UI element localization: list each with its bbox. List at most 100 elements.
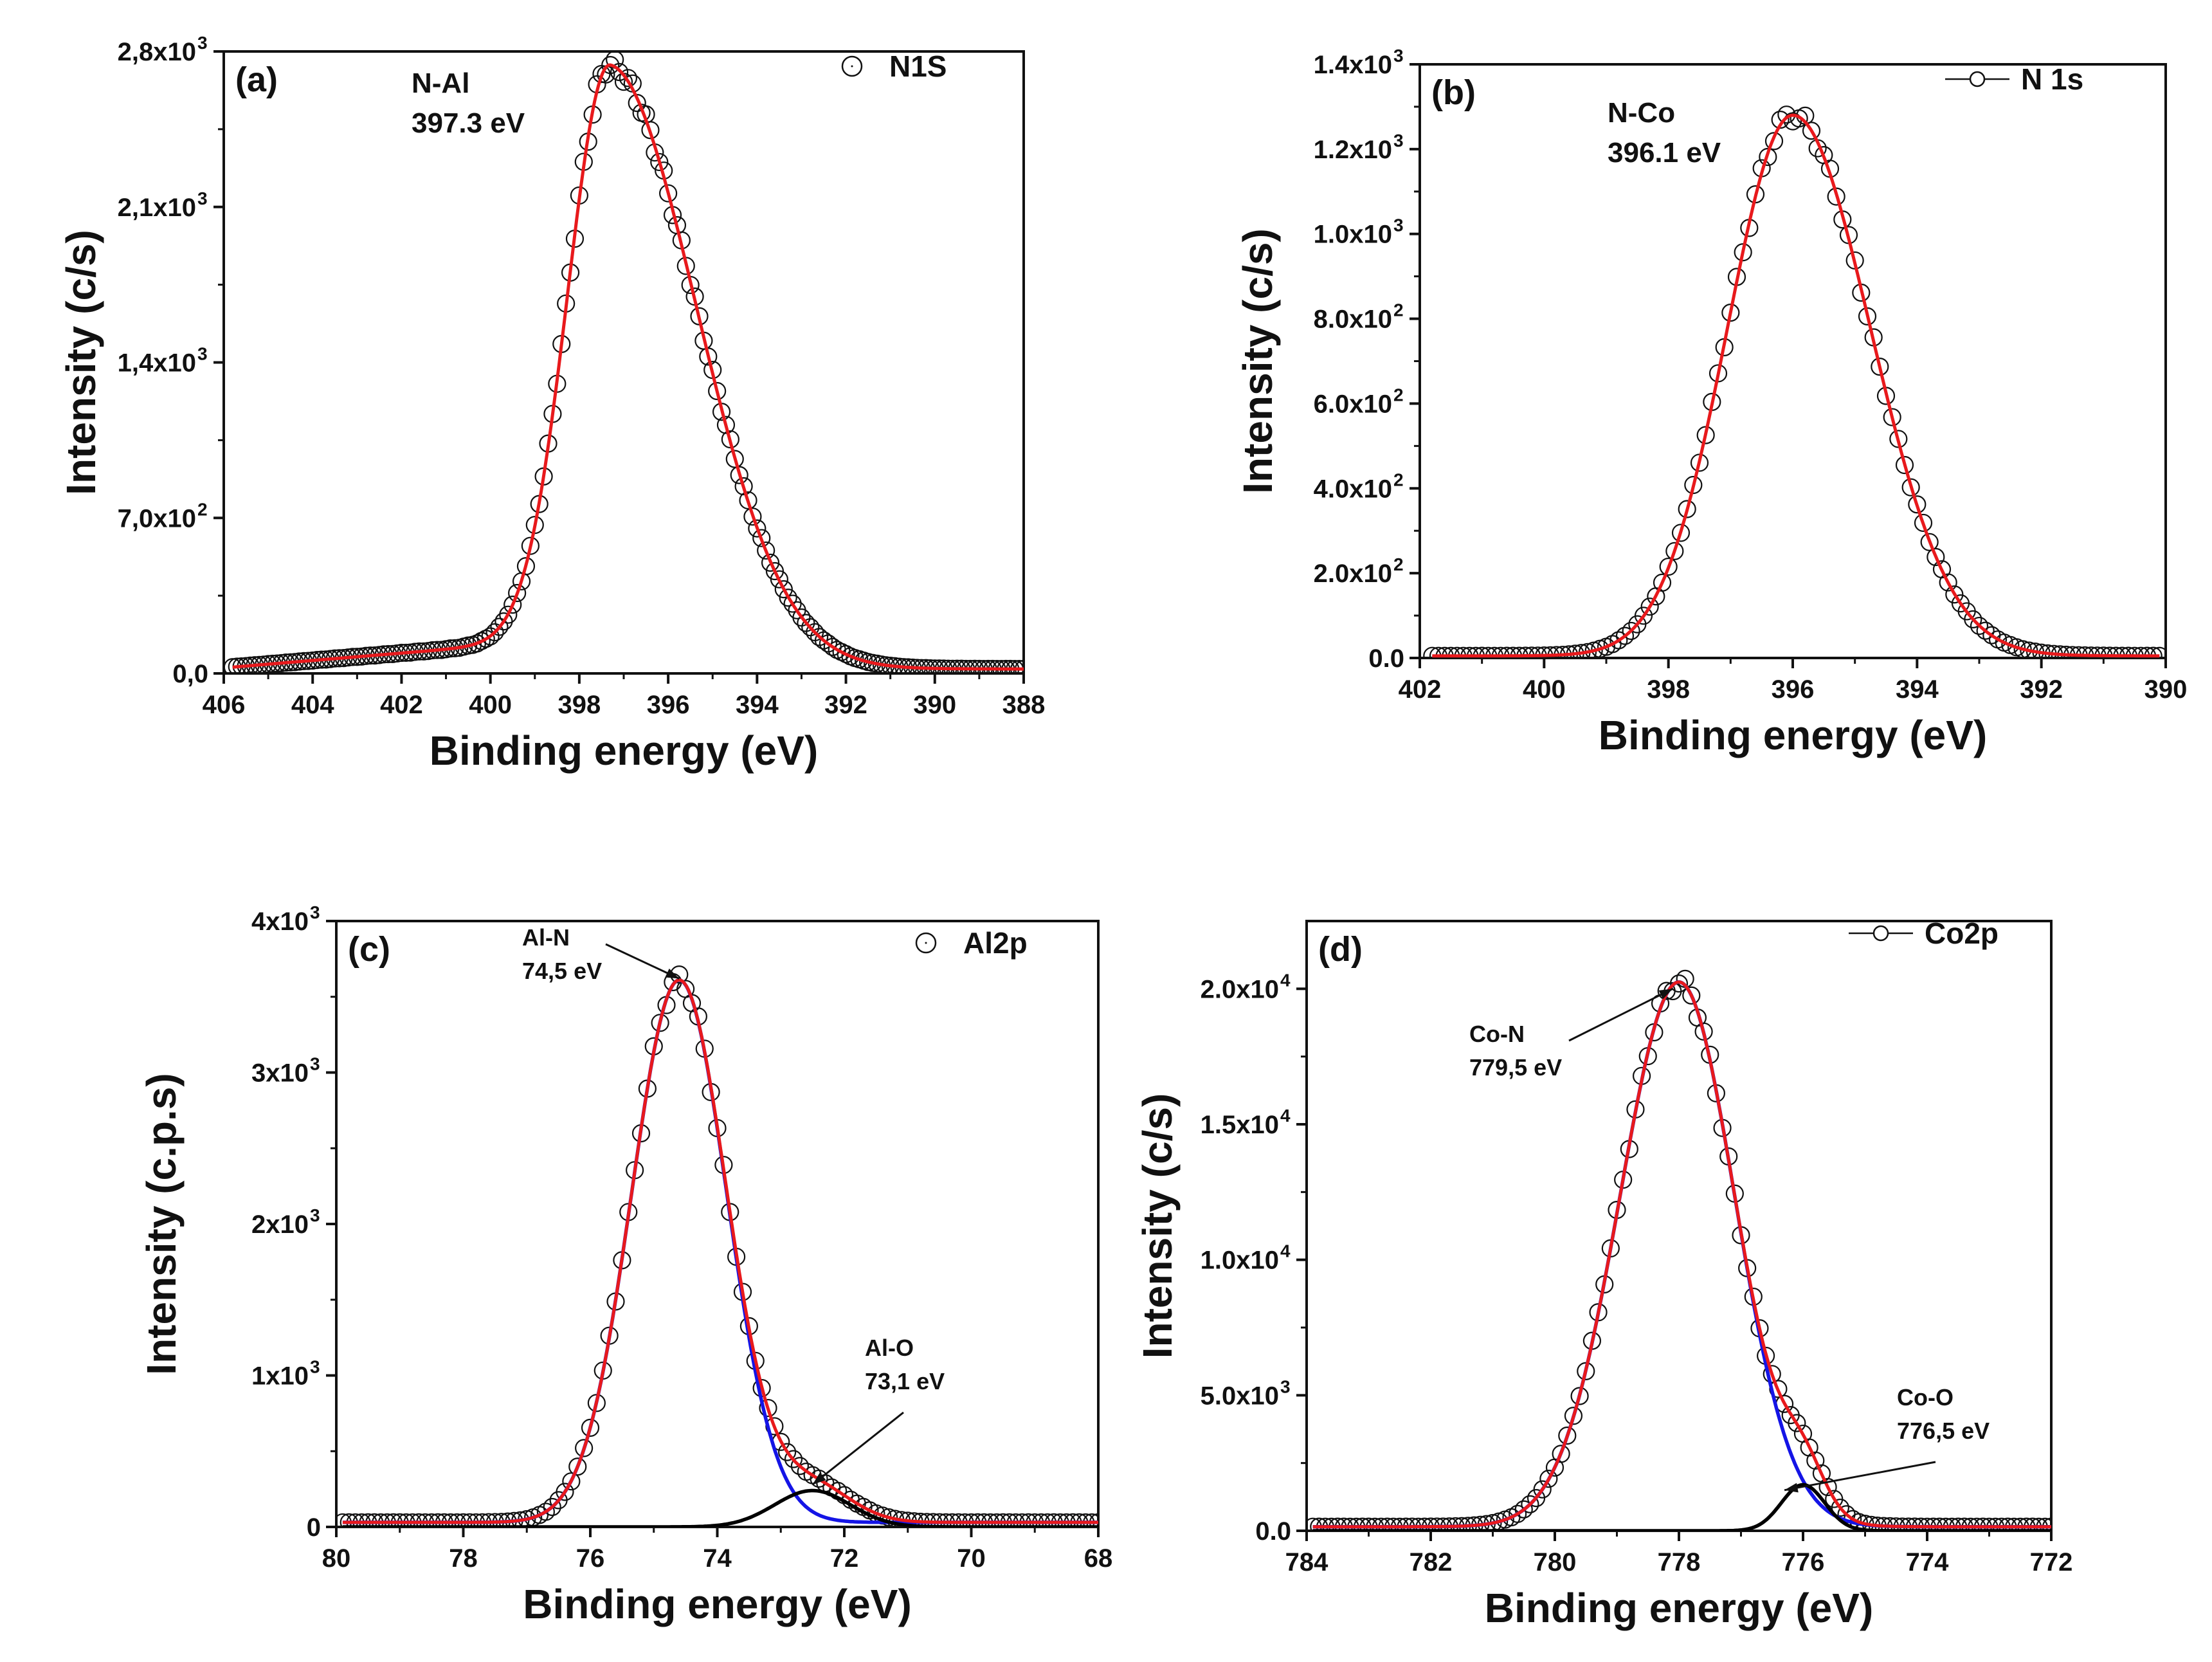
data-point bbox=[880, 1508, 898, 1527]
data-point bbox=[1871, 357, 1889, 376]
data-point bbox=[757, 541, 775, 560]
data-point bbox=[1908, 495, 1926, 514]
data-point bbox=[778, 1443, 797, 1461]
data-point bbox=[819, 634, 838, 653]
data-point bbox=[1818, 1477, 1837, 1497]
y-tick-label: 2.0x10 bbox=[1201, 975, 1279, 1003]
plot-curves bbox=[224, 51, 1024, 673]
data-point bbox=[752, 529, 771, 547]
data-point bbox=[581, 1418, 600, 1437]
data-point bbox=[610, 62, 629, 82]
x-tick-label: 76 bbox=[576, 1544, 605, 1573]
x-tick-label: 74 bbox=[703, 1544, 732, 1573]
data-point bbox=[790, 1457, 809, 1475]
data-point bbox=[1895, 455, 1914, 475]
y-tick-exponent: 3 bbox=[310, 902, 320, 922]
data-point bbox=[1883, 408, 1901, 426]
fit-line bbox=[342, 978, 1098, 1524]
data-point bbox=[810, 628, 829, 646]
data-point bbox=[1552, 1445, 1570, 1463]
data-point bbox=[774, 580, 793, 599]
x-tick-label: 390 bbox=[2144, 675, 2188, 704]
x-tick-label: 406 bbox=[203, 691, 246, 719]
data-point bbox=[556, 1483, 574, 1501]
y-tick-exponent: 2 bbox=[1393, 470, 1404, 489]
annotation-text: 396.1 eV bbox=[1608, 137, 1721, 169]
annotation-text: N-Al bbox=[412, 68, 469, 99]
x-tick-label: 392 bbox=[824, 691, 867, 719]
data-point bbox=[1653, 573, 1672, 592]
x-tick-label: 772 bbox=[2030, 1548, 2073, 1576]
y-axis-title: Intensity (c.p.s) bbox=[138, 1073, 185, 1374]
fit-line bbox=[1432, 113, 2160, 658]
y-tick-exponent: 3 bbox=[197, 344, 208, 364]
data-point bbox=[1634, 607, 1653, 625]
data-point bbox=[1939, 573, 1957, 592]
data-point bbox=[779, 589, 797, 607]
data-point bbox=[1788, 1414, 1806, 1432]
data-point bbox=[1678, 500, 1696, 518]
data-point bbox=[1615, 626, 1635, 645]
y-tick-label: 2x10 bbox=[251, 1210, 309, 1239]
data-point bbox=[1669, 974, 1689, 993]
y-tick-exponent: 3 bbox=[1393, 46, 1404, 66]
legend-marker bbox=[915, 932, 937, 954]
panel-label: (a) bbox=[235, 60, 278, 99]
x-tick-label: 398 bbox=[1647, 675, 1690, 704]
y-tick-exponent: 2 bbox=[1393, 385, 1404, 405]
x-tick-label: 402 bbox=[1399, 675, 1442, 704]
annotation-text: 397.3 eV bbox=[412, 107, 525, 139]
x-tick-label: 774 bbox=[1906, 1548, 1949, 1576]
x-tick-label: 68 bbox=[1084, 1544, 1113, 1573]
data-point bbox=[1976, 621, 1995, 640]
data-point bbox=[1622, 621, 1640, 641]
data-point bbox=[1682, 986, 1701, 1005]
x-tick-label: 394 bbox=[1896, 675, 1939, 704]
x-tick-label: 400 bbox=[1523, 675, 1566, 704]
y-tick-label: 1.5x10 bbox=[1201, 1111, 1279, 1139]
legend-marker-dot bbox=[925, 942, 927, 944]
data-point bbox=[708, 381, 727, 401]
y-tick-label: 2,1x10 bbox=[118, 194, 196, 222]
x-tick-label: 780 bbox=[1534, 1548, 1577, 1576]
data-point bbox=[476, 630, 495, 648]
y-tick-exponent: 3 bbox=[310, 1205, 320, 1225]
fit-line bbox=[1312, 980, 2051, 1529]
x-tick-label: 388 bbox=[1002, 691, 1046, 719]
data-point bbox=[748, 519, 766, 538]
x-tick-label: 782 bbox=[1410, 1548, 1453, 1576]
legend-label: N1S bbox=[889, 50, 947, 83]
data-point bbox=[759, 1398, 777, 1418]
annotation-arrowhead bbox=[1658, 989, 1673, 1000]
data-point bbox=[536, 1502, 555, 1521]
data-point bbox=[516, 557, 536, 576]
data-point bbox=[1771, 111, 1790, 129]
annotation-text: 73,1 eV bbox=[865, 1368, 945, 1394]
data-point bbox=[521, 536, 539, 555]
annotation-text: Al-O bbox=[865, 1335, 914, 1361]
y-tick-exponent: 2 bbox=[1393, 554, 1404, 574]
x-tick-label: 392 bbox=[2020, 675, 2063, 704]
data-point bbox=[1914, 513, 1933, 533]
data-point bbox=[659, 184, 678, 203]
x-tick-label: 72 bbox=[830, 1544, 859, 1573]
data-point bbox=[1684, 475, 1703, 495]
data-point bbox=[699, 347, 718, 366]
data-point bbox=[783, 594, 802, 613]
data-point bbox=[472, 632, 491, 650]
y-tick-exponent: 3 bbox=[197, 33, 208, 53]
annotation-text: 776,5 eV bbox=[1897, 1418, 1990, 1444]
data-point bbox=[499, 605, 518, 624]
plot-curves bbox=[336, 965, 1098, 1527]
plot-frame bbox=[222, 50, 1025, 675]
data-point bbox=[2013, 640, 2032, 658]
data-point bbox=[743, 507, 762, 526]
data-point bbox=[1514, 1500, 1533, 1519]
y-tick-exponent: 2 bbox=[1393, 300, 1404, 320]
y-tick-label: 1.4x10 bbox=[1314, 51, 1392, 79]
data-point bbox=[770, 570, 788, 589]
y-tick-label: 1x10 bbox=[251, 1362, 309, 1391]
